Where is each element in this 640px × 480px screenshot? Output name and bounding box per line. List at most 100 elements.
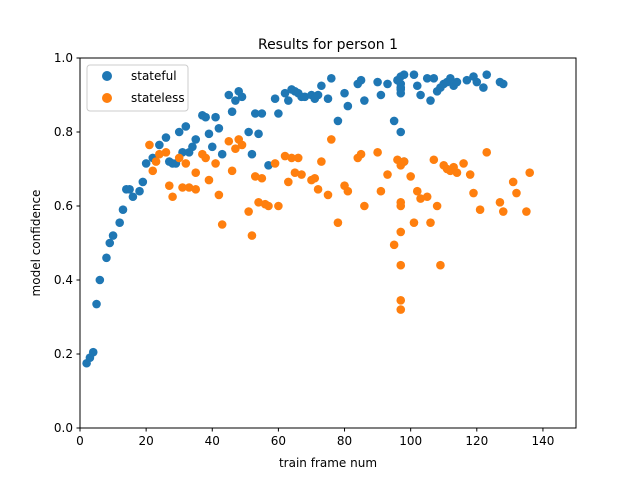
point-stateless (356, 149, 366, 159)
point-stateful (274, 109, 283, 118)
point-stateless (452, 168, 462, 177)
point-stateless (290, 168, 300, 177)
point-stateless (237, 140, 247, 150)
point-stateful (161, 133, 171, 142)
point-stateful (254, 129, 263, 139)
point-stateful (412, 81, 422, 91)
point-stateless (406, 172, 415, 181)
point-stateless (512, 188, 521, 198)
point-stateful (128, 192, 138, 202)
point-stateful (247, 149, 257, 159)
point-stateless (293, 153, 303, 163)
chart-title: Results for person 1 (258, 37, 398, 53)
point-stateful (231, 96, 240, 105)
y-tick-label: 0.8 (54, 125, 73, 139)
point-stateless (396, 305, 406, 314)
point-stateful (217, 149, 227, 159)
plot-frame (79, 57, 577, 429)
point-stateless (204, 175, 214, 185)
point-stateless (224, 136, 234, 146)
point-stateless (409, 218, 419, 227)
x-tick-label: 100 (399, 434, 422, 448)
point-stateless (465, 170, 475, 179)
point-stateful (426, 96, 435, 105)
point-stateless (244, 207, 253, 216)
point-stateful (188, 142, 197, 152)
point-stateful (498, 79, 508, 89)
point-stateless (498, 207, 508, 216)
x-axis-label: train frame num (279, 456, 377, 470)
point-stateless (191, 185, 201, 194)
point-stateless (201, 153, 210, 163)
point-stateless (297, 170, 306, 179)
point-stateless (396, 296, 406, 305)
point-stateless (343, 186, 353, 196)
point-stateless (287, 153, 296, 163)
point-stateful (399, 70, 409, 79)
point-stateful (108, 231, 118, 240)
point-stateful (356, 75, 366, 85)
point-stateless (270, 159, 280, 168)
point-stateful (323, 94, 333, 103)
point-stateless (317, 157, 326, 166)
point-stateless (508, 177, 518, 187)
point-stateless (211, 159, 220, 168)
point-stateful (181, 122, 191, 131)
point-stateful (416, 90, 425, 100)
y-tick-label: 0.0 (54, 421, 73, 435)
point-stateful (211, 112, 220, 122)
point-stateful (227, 107, 237, 116)
point-stateful (102, 253, 111, 263)
x-tick-label: 40 (205, 434, 220, 448)
point-stateless (327, 135, 336, 144)
point-stateful (360, 96, 369, 105)
point-stateful (284, 96, 293, 105)
point-stateful (472, 77, 482, 87)
point-stateless (145, 140, 154, 150)
point-stateless (247, 231, 257, 240)
point-stateful (462, 75, 472, 85)
point-stateful (373, 77, 382, 87)
legend-label-stateful: stateful (131, 69, 177, 83)
point-stateless (227, 166, 237, 176)
point-stateless (217, 220, 227, 229)
point-stateful (214, 124, 224, 133)
points-layer (82, 70, 535, 368)
point-stateful (429, 74, 439, 83)
point-stateful (300, 92, 310, 102)
series-stateless (145, 135, 535, 314)
point-stateless (436, 260, 445, 270)
point-stateful (257, 109, 267, 118)
legend-box (86, 64, 189, 112)
point-stateful (237, 92, 247, 102)
point-stateless (389, 240, 399, 250)
point-stateful (479, 83, 488, 92)
point-stateless (168, 192, 177, 202)
point-stateless (250, 172, 260, 181)
point-stateless (376, 186, 386, 196)
point-stateful (105, 238, 115, 248)
point-stateless (422, 192, 432, 202)
point-stateful (115, 218, 124, 227)
point-stateful (422, 74, 432, 83)
point-stateless (161, 148, 171, 157)
point-stateful (135, 186, 144, 196)
series-stateful (82, 70, 508, 368)
point-stateless (264, 201, 273, 211)
point-stateful (482, 70, 492, 79)
point-stateful (376, 90, 386, 100)
point-stateful (201, 112, 210, 122)
point-stateless (274, 201, 283, 211)
point-stateless (214, 190, 224, 200)
legend: stateful stateless (86, 64, 189, 112)
point-stateless (184, 183, 194, 192)
point-stateless (495, 198, 505, 207)
point-stateful (92, 299, 101, 309)
point-stateless (333, 218, 343, 227)
point-stateful (95, 275, 105, 285)
point-stateless (313, 185, 323, 194)
point-stateful (88, 347, 98, 357)
point-stateless (164, 181, 174, 190)
point-stateful (174, 127, 184, 137)
